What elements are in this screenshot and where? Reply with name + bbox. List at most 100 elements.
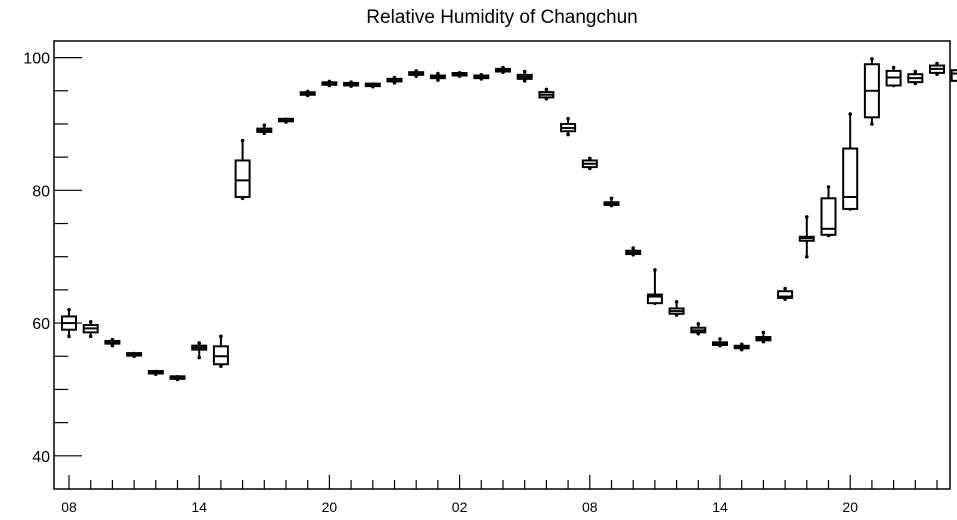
x-tick-label: 14 [712,499,728,515]
box-19 [473,73,490,81]
whisker-cap-lower [197,355,201,360]
box-20 [495,65,511,74]
whisker-cap-upper [805,215,809,219]
y-tick-label: 100 [23,51,50,68]
box-30 [712,337,728,348]
whisker-cap-upper [219,334,223,339]
box-37 [863,57,880,126]
whisker-cap-lower [110,343,115,348]
whisker-cap-lower [805,254,809,259]
y-axis: 40 60 80 100 [23,51,82,466]
box-31 [733,342,750,352]
x-tick-label: 14 [191,499,207,515]
box-24 [581,156,598,171]
whisker-cap-upper [566,116,570,121]
box-9 [256,123,273,136]
whisker-cap-upper [653,268,657,272]
whisker-cap-upper [718,337,722,341]
whisker-cap-lower [566,132,570,137]
iqr-box [950,69,957,82]
box-27 [646,268,663,305]
whisker-cap-upper [544,87,549,92]
whisker-cap-upper [870,57,874,61]
box-35 [820,185,837,238]
box-33 [777,286,794,301]
box-26 [625,246,642,257]
x-axis: 081420020814200208 [61,475,938,515]
whisker-cap-lower [67,334,71,339]
box-18 [451,71,468,78]
whisker-cap-lower [219,364,223,369]
whisker-cap-upper [913,69,918,74]
box-5 [169,375,186,382]
whisker-cap-upper [848,112,852,116]
x-tick-label: 08 [61,499,77,515]
iqr-box [820,197,837,236]
whisker-cap-upper [631,246,635,250]
x-tick-label: 08 [582,499,598,515]
whisker-cap-upper [240,138,245,143]
y-tick-label: 80 [32,183,50,200]
box-21 [516,69,533,83]
box-8 [234,138,251,201]
x-tick-label: 20 [842,499,858,515]
iqr-box [646,293,663,305]
box-29 [690,321,707,336]
whisker-cap-upper [891,65,896,70]
chart-title: Relative Humidity of Changchun [366,7,637,28]
whisker-cap-lower [436,78,440,82]
y-tick-label: 60 [32,316,50,333]
whisker-cap-upper [761,330,766,335]
box-13 [343,80,360,88]
box-2 [104,337,121,348]
whisker-cap-upper [783,286,787,291]
box-36 [842,112,859,211]
box-38 [885,65,902,88]
box-34 [798,215,815,259]
whisker-cap-lower [522,79,527,83]
box-4 [147,369,164,376]
box-6 [191,341,208,360]
box-25 [603,196,620,208]
whisker-cap-upper [696,321,701,326]
whisker-cap-upper [522,69,527,74]
whisker-cap-upper [262,123,267,128]
box-40 [929,61,945,76]
whisker-cap-upper [197,341,201,345]
box-7 [212,334,229,369]
box-12 [321,79,338,88]
whisker-cap-upper [588,156,592,161]
box-3 [126,351,143,359]
box-28 [668,300,685,317]
whisker-cap-lower [870,122,874,126]
plot-frame [53,40,951,490]
iqr-box [842,147,859,210]
box-1 [82,319,99,339]
box-16 [408,69,425,78]
box-39 [907,69,924,86]
box-11 [299,89,316,98]
whisker-cap-upper [826,185,831,189]
whisker-cap-upper [609,196,614,201]
whisker-cap-upper [436,71,440,76]
box-10 [278,117,294,124]
whisker-cap-upper [674,300,679,304]
whisker-cap-upper [88,319,93,324]
whisker-cap-lower [88,334,93,339]
iqr-box [777,290,794,299]
x-tick-label: 20 [322,499,338,515]
box-14 [364,82,381,89]
iqr-box [234,159,251,198]
box-23 [560,116,577,137]
box-41 [950,68,957,83]
whisker-cap-upper [935,61,939,66]
whisker-cap-upper [67,308,71,312]
x-tick-label: 02 [452,499,468,515]
box-15 [386,75,403,85]
box-series [61,57,957,382]
y-tick-label: 40 [32,449,50,466]
box-0 [61,308,77,339]
box-17 [429,71,446,82]
box-32 [755,330,772,344]
